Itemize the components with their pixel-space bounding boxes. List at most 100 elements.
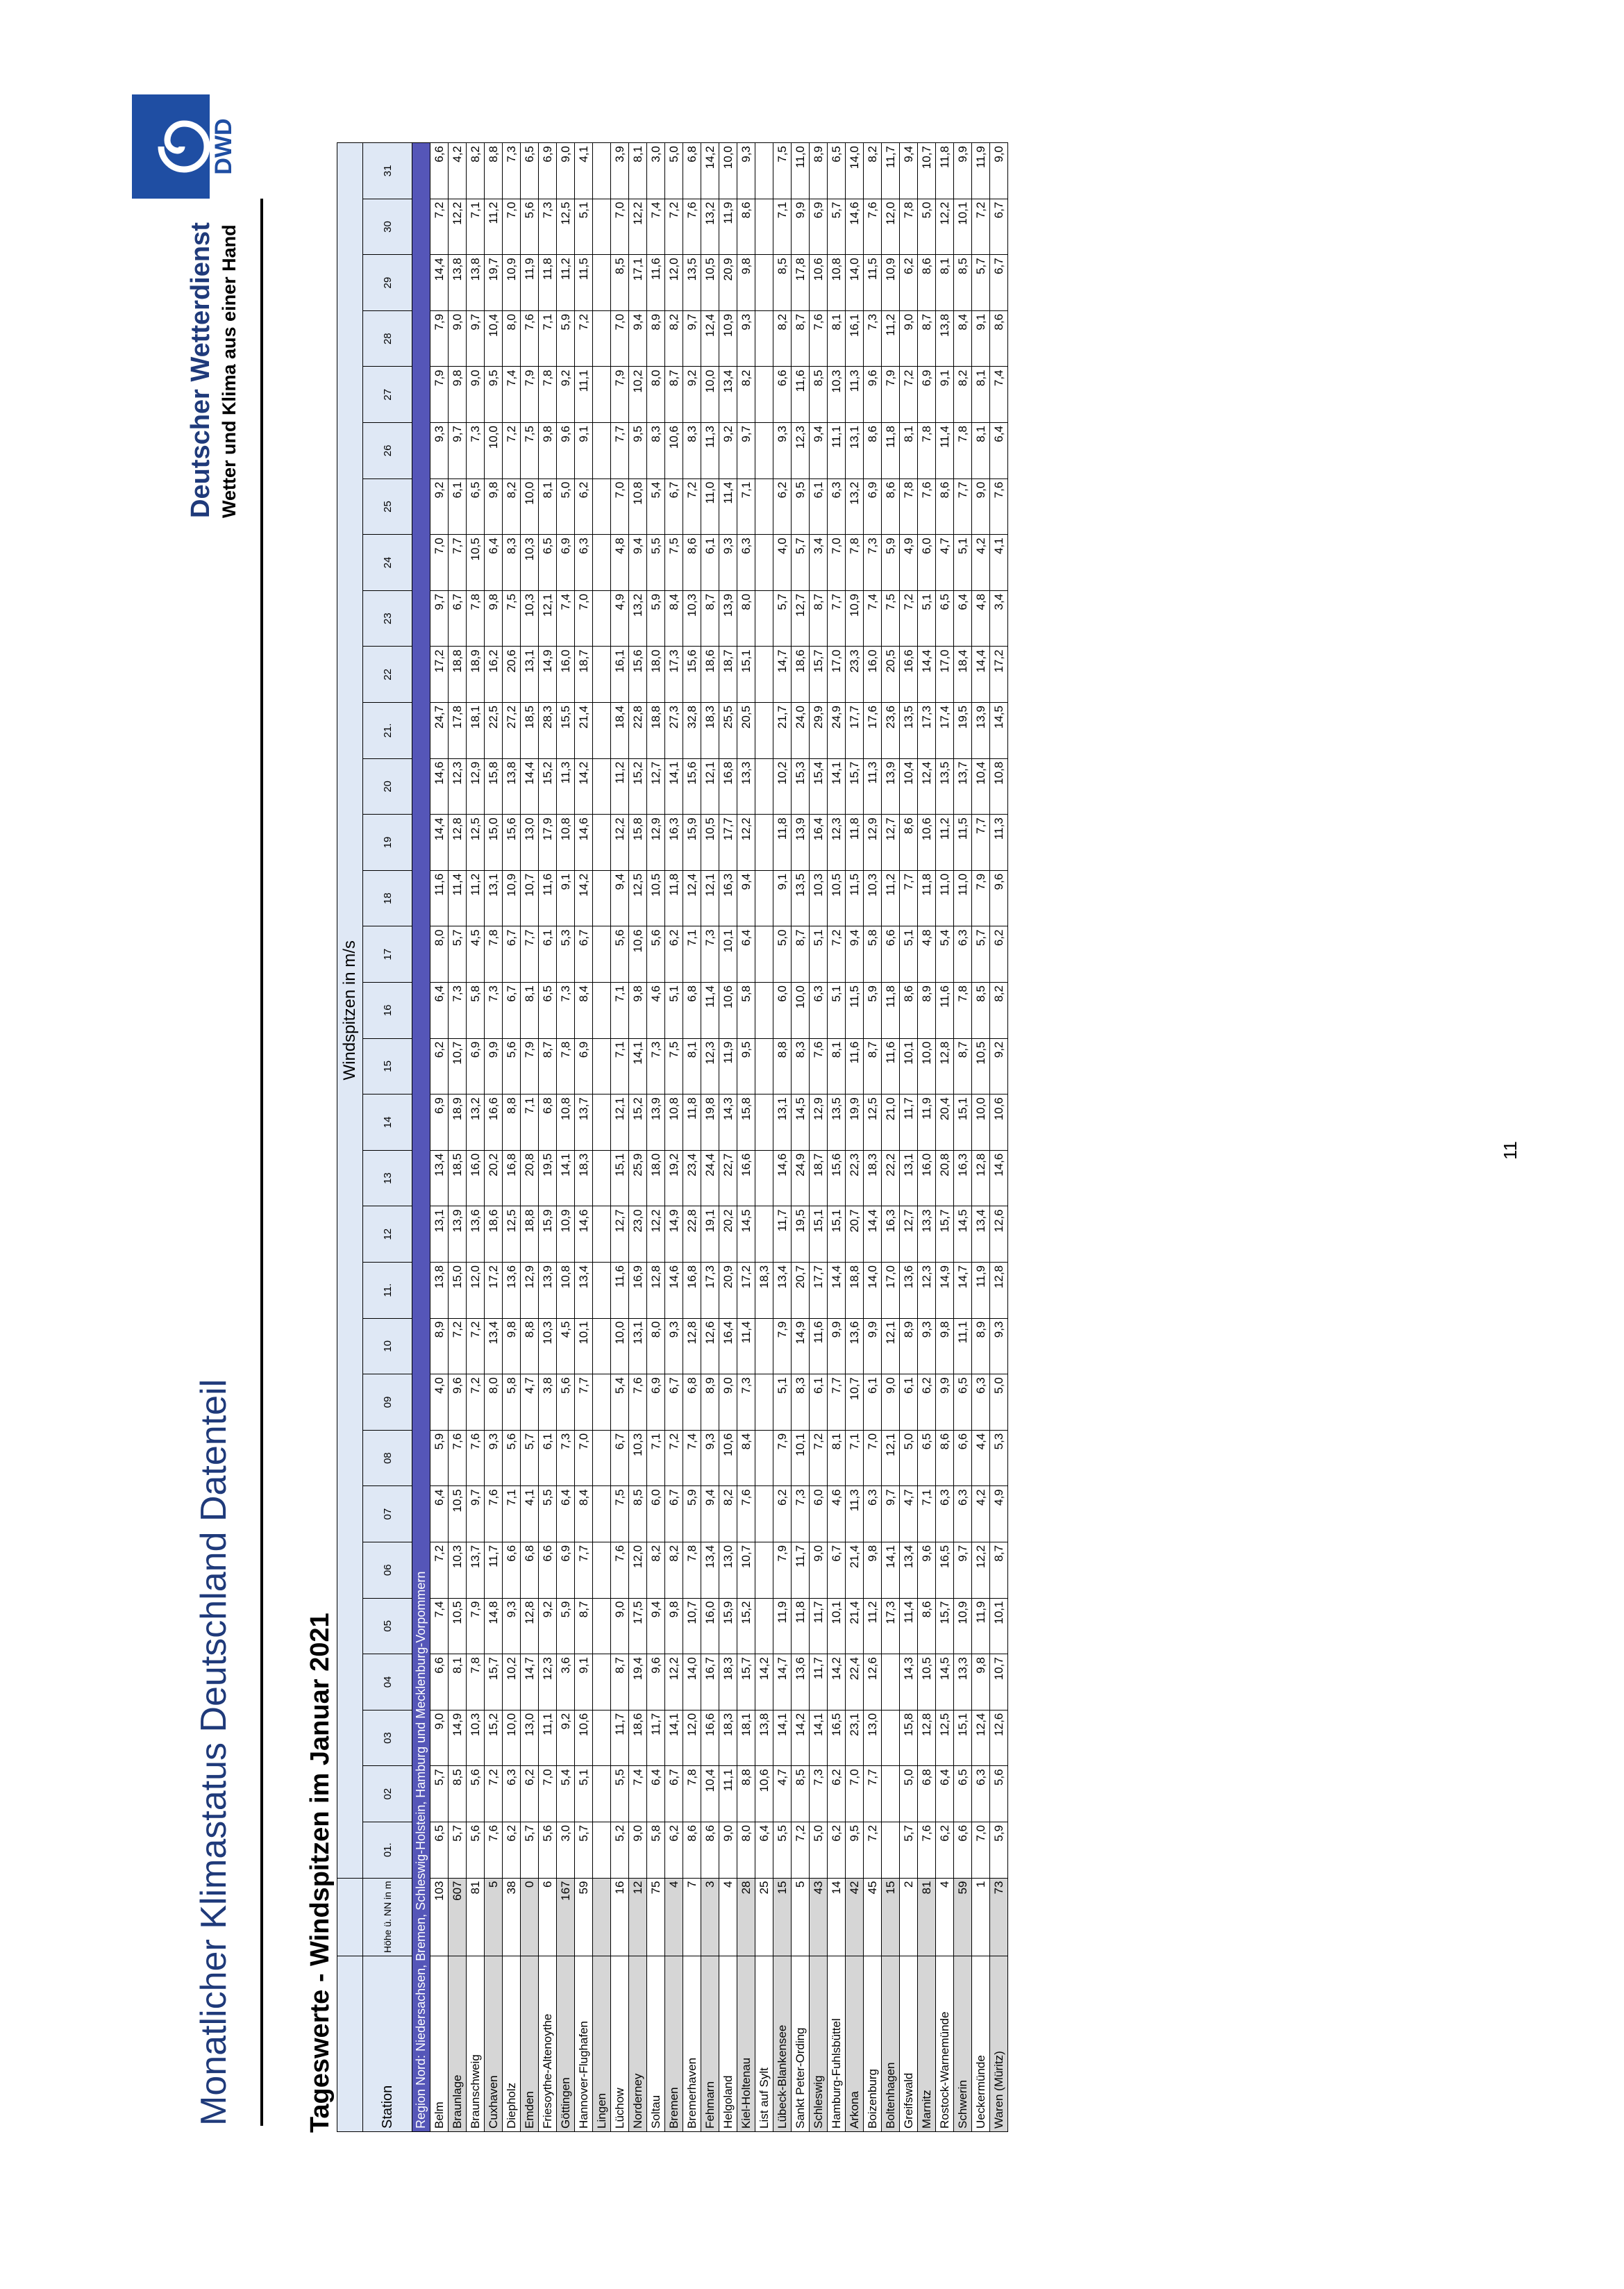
gust-value: 8,9	[809, 142, 828, 199]
title-rule	[260, 199, 263, 2126]
gust-value: 16,1	[845, 310, 864, 367]
station-name: Cuxhaven	[484, 1956, 503, 2132]
gust-value: 25,9	[628, 1150, 647, 1206]
gust-value: 19,8	[701, 1094, 719, 1151]
header-day: 10	[362, 1318, 412, 1374]
gust-value: 17,0	[881, 1262, 900, 1319]
gust-value: 7,7	[520, 926, 539, 983]
gust-value: 6,0	[809, 1485, 828, 1542]
gust-value: 14,2	[701, 142, 719, 199]
gust-value: 13,9	[646, 1094, 665, 1151]
gust-value: 15,3	[791, 758, 810, 815]
gust-value: 18,6	[791, 646, 810, 703]
header-station-spacer	[337, 1956, 363, 2132]
gust-value: 6,6	[953, 1822, 972, 1879]
gust-value: 13,2	[628, 590, 647, 647]
gust-value: 7,9	[773, 1542, 792, 1599]
gust-value: 7,6	[448, 1430, 467, 1486]
gust-value: 14,4	[520, 758, 539, 815]
gust-value: 10,4	[484, 310, 503, 367]
gust-value: 5,0	[899, 1430, 918, 1486]
table-row: Fehmarn 3 8,6 10,4 16,6 16,7 16,0 13,4 9,4 9,3 8,9…	[701, 142, 719, 2132]
gust-value: 8,0	[737, 1822, 755, 1879]
gust-value: 12,6	[701, 1318, 719, 1374]
gust-value: 9,5	[845, 1822, 864, 1879]
gust-value: 5,8	[646, 1822, 665, 1879]
station-altitude: 6	[538, 1878, 557, 1956]
gust-value: 9,7	[881, 1485, 900, 1542]
gust-value: 12,7	[610, 1206, 629, 1263]
gust-value: 8,7	[538, 1038, 557, 1094]
gust-value: 15,2	[737, 1598, 755, 1654]
gust-value: 4,7	[899, 1485, 918, 1542]
station-altitude: 103	[430, 1878, 449, 1956]
gust-value: 12,2	[971, 1542, 990, 1599]
gust-value: 7,4	[556, 590, 575, 647]
gust-value: 14,0	[683, 1654, 701, 1710]
gust-value: 6,7	[574, 926, 593, 983]
gust-value: 10,0	[610, 1318, 629, 1374]
gust-value: 6,2	[664, 926, 683, 983]
gust-value: 13,5	[935, 758, 954, 815]
gust-value: 8,1	[628, 142, 647, 199]
gust-value: 19,2	[664, 1150, 683, 1206]
gust-value: 13,4	[899, 1542, 918, 1599]
table-row: Arkona 42 9,5 7,0 23,1 22,4 21,4 21,4 11,3 7,1 10,…	[845, 142, 864, 2132]
gust-value: 8,7	[791, 926, 810, 983]
gust-value: 12,5	[935, 1710, 954, 1766]
gust-value: 11,0	[953, 870, 972, 926]
gust-value: 7,0	[574, 1430, 593, 1486]
gust-value: 5,6	[538, 1822, 557, 1879]
gust-value: 10,5	[466, 534, 485, 591]
gust-value: 6,2	[664, 1822, 683, 1879]
station-name: Boltenhagen	[881, 1956, 900, 2132]
gust-value: 18,3	[574, 1150, 593, 1206]
gust-value: 9,1	[574, 1654, 593, 1710]
gust-value: 14,4	[863, 1206, 882, 1263]
gust-value: 8,6	[863, 422, 882, 479]
gust-value: 10,0	[917, 1038, 936, 1094]
gust-value: 11,5	[845, 870, 864, 926]
gust-value: 14,9	[791, 1318, 810, 1374]
gust-value: 7,3	[646, 1038, 665, 1094]
gust-value: 15,8	[484, 758, 503, 815]
gust-value: 20,8	[935, 1150, 954, 1206]
gust-value: 7,9	[881, 366, 900, 423]
gust-value	[881, 1654, 900, 1710]
gust-value: 3,8	[538, 1374, 557, 1431]
gust-value: 12,9	[466, 758, 485, 815]
header-day: 04	[362, 1654, 412, 1710]
station-name: Fehmarn	[701, 1956, 719, 2132]
gust-value: 9,2	[538, 1598, 557, 1654]
gust-value: 8,1	[827, 310, 846, 367]
gust-value: 5,6	[646, 926, 665, 983]
gust-value: 19,4	[628, 1654, 647, 1710]
gust-value: 7,1	[610, 982, 629, 1039]
gust-value: 11,0	[791, 142, 810, 199]
gust-value: 4,2	[971, 534, 990, 591]
gust-value: 5,0	[556, 478, 575, 535]
gust-value: 4,5	[556, 1318, 575, 1374]
gust-value: 10,6	[664, 422, 683, 479]
gust-value: 21,4	[845, 1598, 864, 1654]
gust-value: 7,1	[737, 478, 755, 535]
gust-value: 9,1	[971, 310, 990, 367]
gust-value: 15,6	[502, 814, 521, 871]
gust-value: 9,5	[791, 478, 810, 535]
gust-value: 23,1	[845, 1710, 864, 1766]
gust-value: 13,1	[430, 1206, 449, 1263]
gust-value: 6,4	[755, 1822, 773, 1879]
gust-value: 20,6	[502, 646, 521, 703]
gust-value: 6,3	[737, 534, 755, 591]
gust-value: 10,8	[628, 478, 647, 535]
station-name: Norderney	[628, 1956, 647, 2132]
gust-value: 14,1	[827, 758, 846, 815]
gust-value: 13,2	[701, 199, 719, 255]
gust-value: 20,8	[520, 1150, 539, 1206]
station-altitude: 59	[953, 1878, 972, 1956]
gust-value: 5,6	[466, 1822, 485, 1879]
gust-value: 6,5	[538, 982, 557, 1039]
gust-value: 9,2	[719, 422, 737, 479]
gust-value: 14,7	[520, 1654, 539, 1710]
gust-value: 14,7	[773, 1654, 792, 1710]
